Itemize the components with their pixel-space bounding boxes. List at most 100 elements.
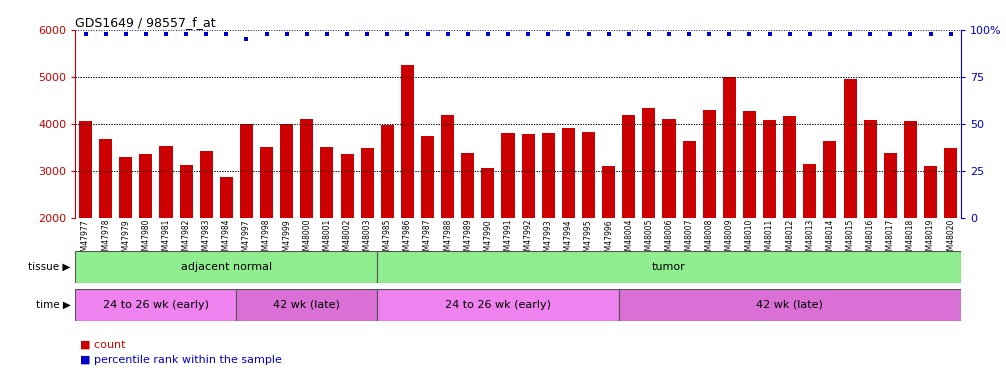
- Bar: [642, 108, 655, 311]
- Bar: [300, 119, 313, 311]
- Point: [138, 31, 154, 37]
- Bar: [823, 141, 836, 311]
- Bar: [521, 134, 534, 311]
- Bar: [619, 289, 961, 321]
- Bar: [260, 147, 273, 311]
- Bar: [239, 124, 253, 311]
- Bar: [400, 65, 413, 311]
- Bar: [682, 141, 695, 311]
- Point: [520, 31, 536, 37]
- Point: [701, 31, 717, 37]
- Bar: [903, 121, 916, 311]
- Bar: [702, 110, 715, 311]
- Text: ■ count: ■ count: [80, 340, 126, 350]
- Point: [98, 31, 114, 37]
- Bar: [380, 124, 393, 311]
- Point: [741, 31, 758, 37]
- Point: [822, 31, 838, 37]
- Bar: [763, 120, 776, 311]
- Point: [420, 31, 436, 37]
- Text: tumor: tumor: [652, 262, 686, 272]
- Bar: [863, 120, 876, 311]
- Point: [721, 31, 737, 37]
- Point: [641, 31, 657, 37]
- Text: GDS1649 / 98557_f_at: GDS1649 / 98557_f_at: [75, 16, 216, 29]
- Bar: [421, 136, 434, 311]
- Bar: [377, 289, 619, 321]
- Point: [218, 31, 234, 37]
- Point: [540, 31, 556, 37]
- Point: [782, 31, 798, 37]
- Point: [923, 31, 939, 37]
- Bar: [783, 116, 796, 311]
- Point: [560, 31, 576, 37]
- Point: [158, 31, 174, 37]
- Text: adjacent normal: adjacent normal: [181, 262, 272, 272]
- Bar: [139, 154, 152, 311]
- Point: [762, 31, 778, 37]
- Point: [118, 31, 134, 37]
- Point: [339, 31, 355, 37]
- Bar: [441, 115, 454, 311]
- Text: 24 to 26 wk (early): 24 to 26 wk (early): [445, 300, 551, 310]
- Bar: [581, 132, 595, 311]
- Text: 24 to 26 wk (early): 24 to 26 wk (early): [103, 300, 209, 310]
- Point: [359, 31, 375, 37]
- Bar: [541, 133, 554, 311]
- Point: [299, 31, 315, 37]
- Bar: [199, 151, 212, 311]
- Point: [379, 31, 395, 37]
- Bar: [280, 124, 293, 311]
- Point: [601, 31, 617, 37]
- Bar: [75, 289, 236, 321]
- Point: [480, 31, 496, 37]
- Point: [681, 31, 697, 37]
- Point: [399, 31, 415, 37]
- Bar: [722, 77, 735, 311]
- Bar: [340, 154, 353, 311]
- Point: [178, 31, 194, 37]
- Bar: [360, 148, 373, 311]
- Bar: [481, 168, 494, 311]
- Bar: [78, 122, 93, 311]
- Bar: [119, 157, 132, 311]
- Bar: [742, 111, 756, 311]
- Point: [198, 31, 214, 37]
- Point: [440, 31, 456, 37]
- Bar: [377, 251, 961, 283]
- Point: [500, 31, 516, 37]
- Text: 42 wk (late): 42 wk (late): [274, 300, 340, 310]
- Bar: [501, 133, 514, 311]
- Bar: [662, 119, 675, 311]
- Bar: [602, 166, 615, 311]
- Point: [319, 31, 335, 37]
- Point: [580, 31, 597, 37]
- Point: [661, 31, 677, 37]
- Bar: [883, 153, 896, 311]
- Point: [621, 31, 637, 37]
- Bar: [99, 139, 113, 311]
- Point: [238, 36, 255, 42]
- Text: tissue ▶: tissue ▶: [28, 262, 70, 272]
- Point: [882, 31, 898, 37]
- Point: [279, 31, 295, 37]
- Point: [842, 31, 858, 37]
- Bar: [944, 148, 957, 311]
- Bar: [320, 147, 333, 311]
- Bar: [622, 115, 635, 311]
- Bar: [843, 79, 856, 311]
- Text: ■ percentile rank within the sample: ■ percentile rank within the sample: [80, 355, 283, 365]
- Text: 42 wk (late): 42 wk (late): [757, 300, 823, 310]
- Point: [862, 31, 878, 37]
- Bar: [803, 164, 816, 311]
- Bar: [561, 128, 574, 311]
- Bar: [924, 166, 937, 311]
- Point: [77, 31, 94, 37]
- Point: [802, 31, 818, 37]
- Bar: [75, 251, 377, 283]
- Point: [943, 31, 959, 37]
- Point: [902, 31, 918, 37]
- Bar: [159, 146, 172, 311]
- Text: time ▶: time ▶: [35, 300, 70, 310]
- Bar: [236, 289, 377, 321]
